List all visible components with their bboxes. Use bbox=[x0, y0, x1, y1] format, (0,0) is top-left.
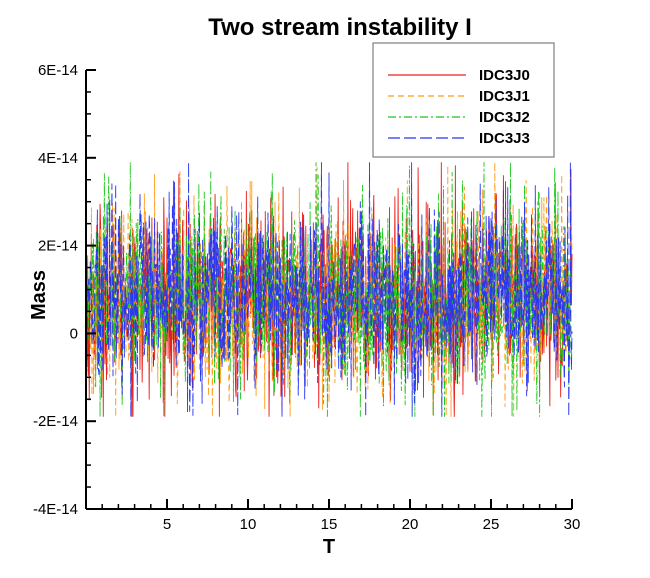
x-tick-label: 5 bbox=[163, 516, 171, 533]
y-tick-label: 6E-14 bbox=[38, 62, 78, 79]
y-tick-label: -4E-14 bbox=[33, 501, 78, 518]
y-tick-label: 0 bbox=[70, 325, 78, 342]
plot-area bbox=[86, 162, 573, 417]
axes: -4E-14 -2E-14 0 2E-14 4E-14 6E-14 5 10 15 20 25 30 bbox=[33, 62, 580, 533]
chart-title: Two stream instability I bbox=[208, 14, 472, 41]
legend-label: IDC3J1 bbox=[479, 88, 530, 105]
legend-label: IDC3J0 bbox=[479, 67, 530, 84]
x-tick-label: 10 bbox=[240, 516, 257, 533]
series-layer bbox=[86, 162, 573, 417]
x-axis-label: T bbox=[323, 536, 335, 558]
legend-label: IDC3J2 bbox=[479, 109, 530, 126]
y-axis-label: Mass bbox=[28, 270, 50, 320]
y-tick-label: -2E-14 bbox=[33, 413, 78, 430]
legend-label: IDC3J3 bbox=[479, 130, 530, 147]
series-line-idc3j3 bbox=[86, 162, 573, 417]
x-tick-label: 25 bbox=[483, 516, 500, 533]
x-tick-label: 30 bbox=[564, 516, 581, 533]
x-tick-label: 15 bbox=[321, 516, 338, 533]
y-tick-label: 2E-14 bbox=[38, 238, 78, 255]
legend: IDC3J0 IDC3J1 IDC3J2 IDC3J3 bbox=[372, 42, 555, 158]
y-tick-label: 4E-14 bbox=[38, 150, 78, 167]
x-tick-label: 20 bbox=[402, 516, 419, 533]
